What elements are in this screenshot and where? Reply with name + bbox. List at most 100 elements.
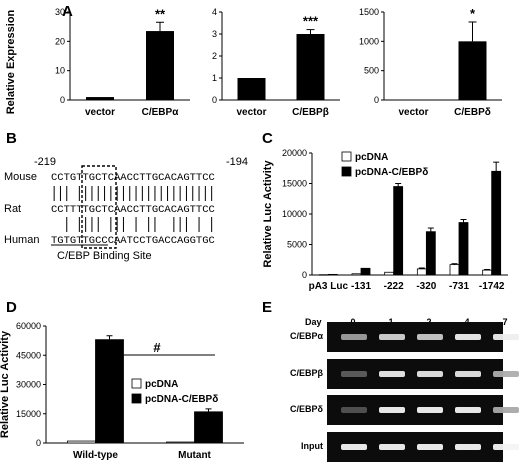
- gel-band-0-3: [455, 334, 481, 340]
- gel-band-3-1: [379, 444, 405, 450]
- gel-band-1-0: [341, 371, 367, 377]
- seq-start-position: -219: [34, 156, 56, 168]
- binding-site-caption: C/EBP Binding Site: [57, 250, 152, 262]
- panel-a3-ytick-label-2: 1000: [359, 36, 379, 46]
- panel-a2-ytick-label-3: 3: [212, 29, 217, 39]
- panel-d-ytick-label-4: 60000: [16, 321, 41, 331]
- panel-label-b: B: [6, 130, 17, 147]
- panel-c-bar-pcdna-3: [416, 268, 427, 276]
- panel-a1-ytick-label-0: 0: [60, 95, 65, 105]
- panel-a2-category-label-0: vector: [236, 107, 266, 118]
- seq-species-rat: Rat: [4, 203, 21, 215]
- panel-a2-bar-1: [296, 34, 325, 100]
- panel-c-category-label-2: -222: [384, 281, 404, 292]
- panel-c-ytick-label-0: 0: [302, 270, 307, 280]
- panel-label-c: C: [262, 130, 273, 147]
- panel-d-significance-mark: #: [153, 340, 161, 355]
- seq-species-human: Human: [4, 234, 39, 246]
- panel-a3-category-label-0: vector: [398, 107, 428, 118]
- panel-c-legend-swatch-0: [341, 151, 352, 162]
- panel-c-bar-pcdnacebp-2: [393, 186, 404, 276]
- panel-a1-bar-1: [146, 31, 174, 100]
- panel-d-legend-label-1: pcDNA-C/EBPδ: [145, 394, 218, 405]
- panel-a1-category-label-0: vector: [85, 107, 115, 118]
- panel-c-category-label-0: pA3 Luc: [309, 281, 349, 292]
- panel-c-ytick-label-3: 15000: [282, 179, 307, 189]
- gel-band-2-4: [493, 407, 519, 413]
- seq-human: TGTGTTGCCCAATCCTGACCAGGTGC: [51, 235, 215, 247]
- match-bars-mouse-rat: [53, 186, 213, 201]
- panel-a1-ytick-label-2: 20: [55, 36, 65, 46]
- seq-rat: CCTTTTGCTCAACCTTGCACAGTTCC: [51, 204, 215, 216]
- panel-a2-ytick-label-0: 0: [212, 95, 217, 105]
- panel-d-ytick-label-1: 15000: [16, 409, 41, 419]
- gel-lane-label-3: Input: [301, 441, 323, 451]
- gel-band-0-1: [379, 334, 405, 340]
- panel-a1-category-label-1: C/EBPα: [142, 107, 180, 118]
- panel-c-ylabel: Relative Luc Activity: [262, 160, 274, 268]
- panel-label-d: D: [6, 299, 17, 316]
- panel-d-ytick-label-3: 45000: [16, 350, 41, 360]
- panel-a1-bar-0: [86, 97, 114, 100]
- gel-band-2-0: [341, 407, 367, 413]
- panel-d-legend-swatch-1: [131, 393, 142, 404]
- gel-lane-label-0: C/EBPα: [290, 331, 324, 341]
- panel-a3-ytick-label-1: 500: [364, 66, 379, 76]
- panel-c-bar-pcdna-0: [318, 274, 329, 276]
- gel-band-3-4: [493, 444, 519, 450]
- gel-lane-label-2: C/EBPδ: [290, 404, 324, 414]
- panel-c-legend-swatch-1: [341, 166, 352, 177]
- gel-band-3-0: [341, 444, 367, 450]
- panel-c-ytick-label-4: 20000: [282, 148, 307, 158]
- panel-c-bar-pcdnacebp-0: [327, 273, 338, 276]
- gel-band-1-4: [493, 371, 519, 377]
- gel-band-1-2: [417, 371, 443, 377]
- panel-a2-bar-0: [237, 78, 266, 100]
- seq-end-position: -194: [226, 156, 248, 168]
- panel-a2-ytick-label-1: 1: [212, 73, 217, 83]
- panel-a1-ytick-label-1: 10: [55, 66, 65, 76]
- gel-band-2-3: [455, 407, 481, 413]
- panel-b-sequence-alignment: -219 -194 Mouse CCTGTTGCTCAACCTTGCACAGTT…: [4, 156, 248, 262]
- gel-band-0-2: [417, 334, 443, 340]
- panel-d-category-label-1: Mutant: [178, 450, 211, 461]
- panel-c-category-label-4: -731: [449, 281, 469, 292]
- panel-c-bar-pcdna-4: [449, 264, 460, 276]
- gel-day-label: Day: [305, 317, 322, 327]
- panel-d-bar-pcdnacebp-1: [194, 411, 223, 444]
- panel-a2-category-label-1: C/EBPβ: [292, 107, 329, 118]
- panel-a1-ytick-label-3: 30: [55, 7, 65, 17]
- panel-c-category-label-5: -1742: [479, 281, 505, 292]
- panel-c-bar-pcdnacebp-1: [360, 267, 371, 276]
- gel-band-2-2: [417, 407, 443, 413]
- panel-a2-ytick-label-4: 4: [212, 7, 217, 17]
- panel-d-bar-pcdna-0: [67, 440, 96, 444]
- panel-a3-significance-1: *: [470, 6, 476, 21]
- gel-band-2-1: [379, 407, 405, 413]
- panel-c-bar-pcdna-2: [384, 271, 395, 276]
- panel-c-bar-pcdna-1: [351, 273, 362, 276]
- panel-c-category-label-3: -320: [416, 281, 436, 292]
- gel-day-7: 7: [502, 317, 507, 327]
- panel-d-legend-label-0: pcDNA: [145, 379, 178, 390]
- panel-d-ylabel: Relative Luc Activity: [0, 330, 11, 438]
- panel-d-ytick-label-0: 0: [36, 438, 41, 448]
- seq-mouse: CCTGTTGCTCAACCTTGCACAGTTCC: [51, 172, 215, 184]
- match-bars-rat-human: [66, 217, 213, 232]
- panel-c-ytick-label-2: 10000: [282, 209, 307, 219]
- panel-c-category-label-1: -131: [351, 281, 371, 292]
- panel-a3-bar-1: [458, 41, 487, 100]
- panel-c-bar-pcdnacebp-3: [425, 231, 436, 276]
- panel-label-e: E: [262, 299, 272, 316]
- gel-band-3-3: [455, 444, 481, 450]
- panel-c-legend-label-0: pcDNA: [355, 152, 388, 163]
- panel-d-legend-swatch-0: [131, 378, 142, 389]
- panel-a1-significance-1: **: [155, 6, 166, 21]
- panel-c-bar-pcdna-5: [482, 269, 493, 276]
- panel-d-category-label-0: Wild-type: [73, 450, 118, 461]
- panel-a2-significance-1: ***: [303, 14, 319, 29]
- gel-band-0-0: [341, 334, 367, 340]
